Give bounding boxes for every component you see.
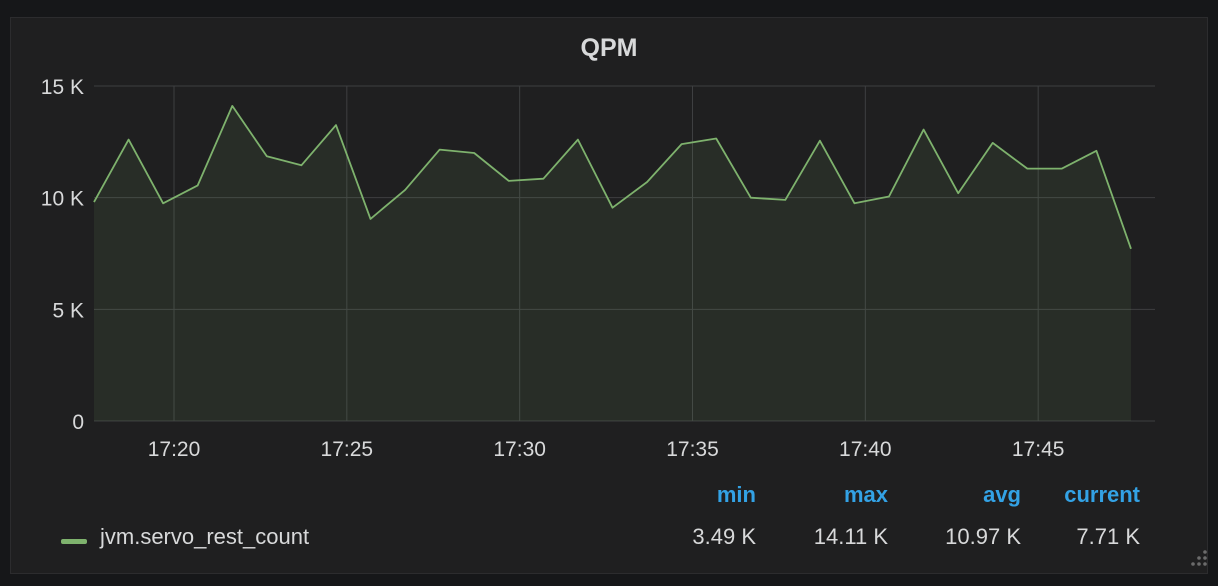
x-tick-label: 17:45	[1012, 438, 1065, 461]
resize-handle-icon[interactable]	[1188, 548, 1210, 570]
legend-header-min[interactable]: min	[716, 482, 756, 507]
panel-title[interactable]: QPM	[580, 34, 638, 62]
series-line	[93, 105, 1132, 250]
legend-value-current: 7.71 K	[1076, 524, 1140, 549]
legend-value-min: 3.49 K	[692, 524, 756, 549]
legend-series-name[interactable]: jvm.servo_rest_count	[100, 524, 310, 549]
graph-panel	[10, 17, 1208, 574]
legend-value-avg: 10.97 K	[945, 524, 1021, 549]
x-tick-label: 17:25	[321, 438, 374, 461]
legend-header-max[interactable]: max	[843, 482, 888, 507]
legend-series-swatch[interactable]	[61, 539, 87, 544]
legend-header-avg[interactable]: avg	[983, 482, 1021, 507]
x-tick-label: 17:20	[148, 438, 201, 461]
legend-value-max: 14.11 K	[813, 524, 888, 549]
x-tick-label: 17:40	[839, 438, 892, 461]
series-area	[94, 105, 1131, 422]
y-tick-label: 0	[72, 411, 84, 434]
y-tick-label: 5 K	[52, 299, 84, 322]
x-tick-label: 17:30	[493, 438, 546, 461]
legend-header-current[interactable]: current	[1064, 482, 1140, 507]
x-tick-label: 17:35	[666, 438, 719, 461]
y-tick-label: 10 K	[41, 188, 84, 211]
y-tick-label: 15 K	[41, 76, 84, 99]
